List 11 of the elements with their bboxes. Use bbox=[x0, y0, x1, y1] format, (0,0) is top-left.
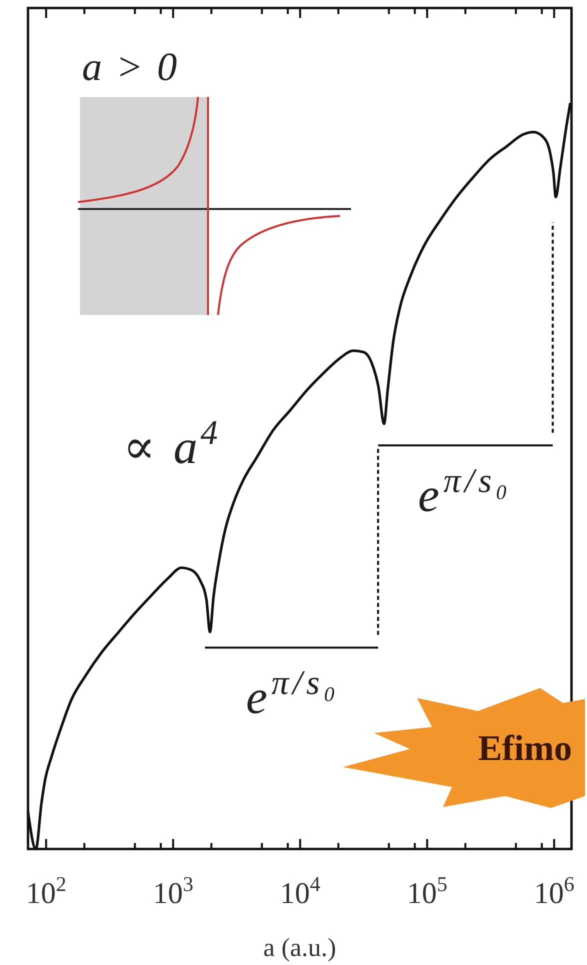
x-tick-label: 10$^{2}$ bbox=[26, 872, 66, 910]
x-tick-label: 10$^{5}$ bbox=[406, 872, 448, 910]
x-tick-label: 10$^{3}$ bbox=[152, 872, 194, 910]
x-axis-title: a (a.u.) bbox=[263, 933, 336, 962]
text: a > 0 bbox=[82, 44, 179, 89]
x-tick-label: 10$^{6}$ bbox=[534, 872, 574, 910]
annotation: e$^{π/s₀}$ bbox=[246, 664, 340, 724]
annotation: e$^{π/s₀}$ bbox=[418, 462, 512, 522]
annotation: ∝ a$^{4}$ bbox=[123, 414, 221, 474]
annotation: Efimo bbox=[478, 728, 572, 768]
x-tick-label: 10$^{4}$ bbox=[280, 872, 321, 910]
